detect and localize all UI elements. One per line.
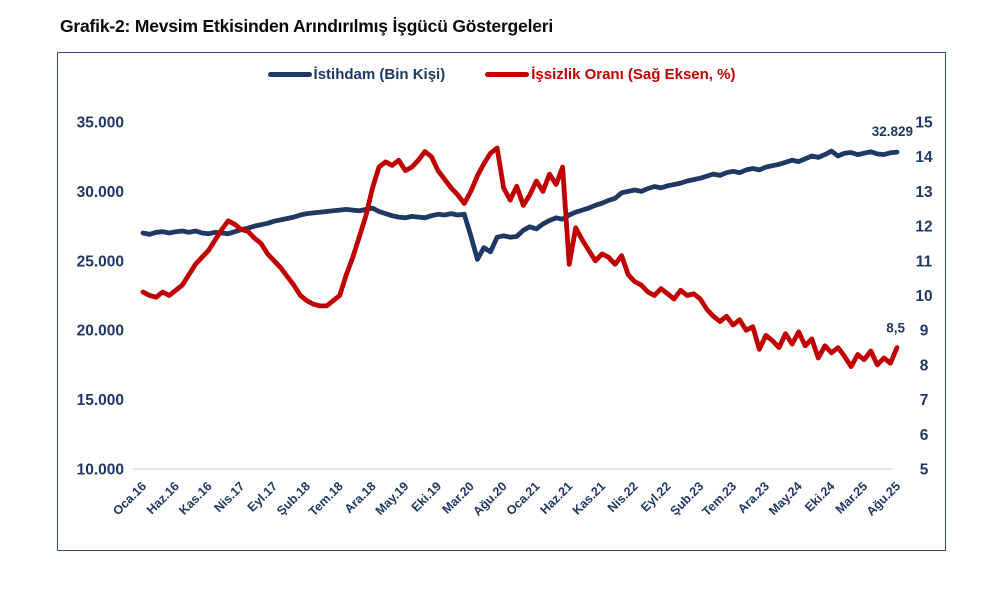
x-axis-tick-label: Ara.23 <box>735 479 772 516</box>
right-axis-tick-label: 7 <box>920 392 929 409</box>
legend-label-unemployment-rate: İşsizlik Oranı (Sağ Eksen, %) <box>531 66 736 83</box>
legend-item-employment: İstihdam (Bin Kişi) <box>267 66 446 83</box>
right-axis-tick-label: 11 <box>916 253 933 270</box>
x-axis-tick-label: Şub.18 <box>274 479 313 518</box>
left-axis-tick-label: 20.000 <box>77 323 124 340</box>
x-axis-tick-label: Şub.23 <box>668 479 707 518</box>
left-axis-tick-label: 25.000 <box>77 253 124 270</box>
x-axis-tick-label: Oca.21 <box>504 479 543 518</box>
x-axis-tick-label: Eki.24 <box>802 479 837 514</box>
x-axis-tick-label: Ara.18 <box>342 479 379 516</box>
series-line-unemployment-rate <box>140 145 900 370</box>
x-axis-tick-label: Eki.19 <box>409 479 444 514</box>
x-axis-tick-label: Haz.16 <box>144 479 182 517</box>
right-axis-tick-label: 14 <box>915 149 933 166</box>
x-axis-tick-label: Ağu.20 <box>470 479 509 518</box>
annotation-last-value: 8,5 <box>886 321 905 336</box>
left-axis-tick-label: 15.000 <box>77 392 124 409</box>
left-axis-tick-label: 35.000 <box>77 115 124 132</box>
right-axis-tick-label: 9 <box>920 323 929 340</box>
x-axis-tick-label: Nis.17 <box>211 479 247 515</box>
right-axis-tick-label: 8 <box>920 357 929 374</box>
x-axis-tick-label: Haz.21 <box>537 479 575 517</box>
chart-plot-area <box>57 52 946 551</box>
x-axis-tick-label: Nis.22 <box>605 479 641 515</box>
unemployment-line-swatch-icon <box>485 72 530 77</box>
chart-title: Grafik-2: Mevsim Etkisinden Arındırılmış… <box>60 16 554 36</box>
chart-legend: İstihdam (Bin Kişi) İşsizlik Oranı (Sağ … <box>57 66 946 83</box>
x-axis-tick-label: Oca.16 <box>110 479 149 518</box>
x-axis-tick-label: Kas.21 <box>570 479 608 517</box>
x-axis-tick-label: May.19 <box>373 479 412 518</box>
legend-item-unemployment-rate: İşsizlik Oranı (Sağ Eksen, %) <box>485 66 735 83</box>
series-line-employment <box>140 148 900 262</box>
right-axis-tick-label: 12 <box>915 219 932 236</box>
right-axis-tick-label: 13 <box>915 184 933 201</box>
annotation-last-value: 32.829 <box>872 124 913 139</box>
left-axis-tick-label: 10.000 <box>77 462 124 479</box>
x-axis-tick-label: Kas.16 <box>176 479 214 517</box>
x-axis-tick-label: Tem.23 <box>700 479 740 519</box>
right-axis-tick-label: 6 <box>920 427 929 444</box>
right-axis-tick-label: 15 <box>915 115 933 132</box>
employment-line-swatch-icon <box>267 72 312 77</box>
right-axis-tick-label: 5 <box>920 462 929 479</box>
x-axis-tick-label: Tem.18 <box>306 479 346 519</box>
legend-label-employment: İstihdam (Bin Kişi) <box>313 66 446 83</box>
left-axis-tick-label: 30.000 <box>77 184 124 201</box>
x-axis-tick-label: May.24 <box>766 479 805 518</box>
right-axis-tick-label: 10 <box>915 288 932 305</box>
x-axis-tick-label: Ağu.25 <box>864 479 903 518</box>
